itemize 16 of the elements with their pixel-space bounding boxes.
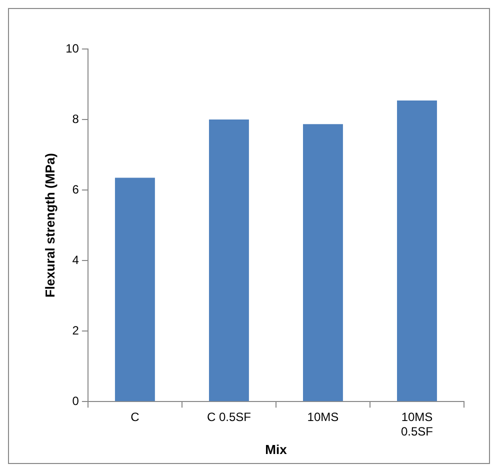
y-tick-label: 8	[72, 112, 80, 126]
y-tick-label: 2	[72, 323, 80, 338]
x-tick-label: 10MS	[307, 410, 339, 424]
x-tick-label: C 0.5SF	[206, 410, 251, 424]
bar	[303, 124, 343, 402]
x-axis-title: Mix	[265, 442, 288, 457]
y-tick-label: 6	[72, 182, 80, 196]
bar	[114, 178, 155, 402]
bar	[208, 120, 249, 402]
x-tick-label: 10MS 0.5SF	[400, 410, 433, 439]
bar	[397, 100, 437, 402]
y-tick-label: 0	[72, 394, 80, 408]
y-tick-label: 10	[66, 41, 80, 56]
y-axis-title: Flexural strength (MPa)	[42, 153, 58, 298]
y-tick-label: 4	[72, 252, 80, 267]
x-tick-label: C	[130, 410, 140, 424]
